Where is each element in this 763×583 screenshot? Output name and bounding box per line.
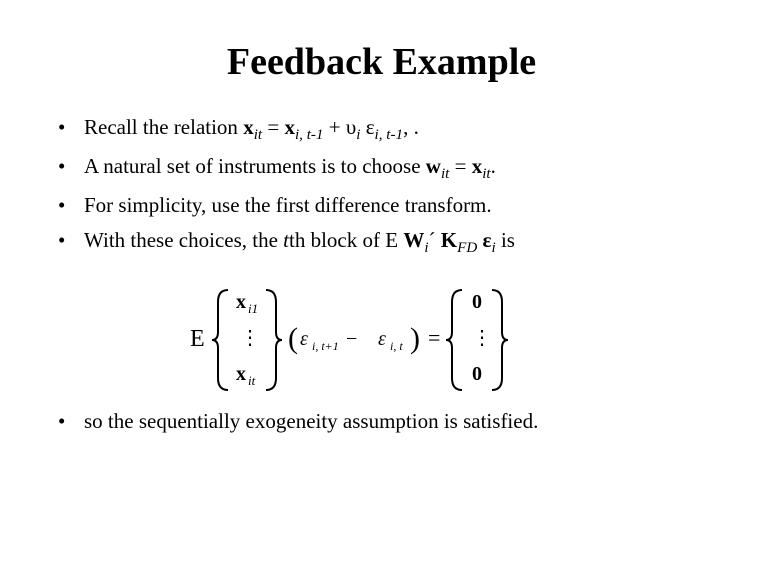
- plus: +: [323, 115, 345, 139]
- sub: FD: [457, 240, 477, 256]
- eq-sub: i, t+1: [312, 339, 339, 353]
- bullet-dot: •: [58, 190, 84, 220]
- sub: it: [254, 127, 262, 143]
- prime: ´: [429, 228, 441, 252]
- slide: Feedback Example • Recall the relation x…: [0, 0, 763, 583]
- eq: =: [262, 115, 284, 139]
- bullet-dot: •: [58, 225, 84, 260]
- sub: i, t-1: [375, 127, 404, 143]
- right-paren-icon: [492, 290, 508, 390]
- eq-zero: 0: [472, 291, 482, 313]
- eq-E: E: [190, 326, 205, 352]
- bullet-text: For simplicity, use the first difference…: [84, 190, 723, 220]
- text: Recall the relation: [84, 115, 243, 139]
- var-epsilon: ε: [483, 228, 492, 252]
- right-paren-icon: ): [410, 322, 420, 355]
- left-paren-icon: [212, 290, 228, 390]
- text: th block of E: [289, 228, 403, 252]
- right-paren-icon: [266, 290, 282, 390]
- bullet-dot: •: [58, 112, 84, 147]
- eq-x: x: [236, 291, 246, 313]
- text: A natural set of instruments is to choos…: [84, 154, 426, 178]
- var-upsilon: υ: [346, 115, 356, 139]
- bullet-dot: •: [58, 409, 84, 434]
- sub: i, t-1: [295, 127, 324, 143]
- var-W: W: [403, 228, 424, 252]
- eq-equals: =: [428, 325, 440, 350]
- text: is: [496, 228, 515, 252]
- bullet-text: so the sequentially exogeneity assumptio…: [84, 409, 538, 434]
- eq-x: x: [236, 363, 246, 385]
- var-x: x: [284, 115, 295, 139]
- bullet-4: • With these choices, the tth block of E…: [58, 225, 723, 260]
- eq-sub: it: [248, 373, 256, 388]
- left-paren-icon: [446, 290, 462, 390]
- eq-sub: i, t: [390, 339, 403, 353]
- var-K: K: [441, 228, 457, 252]
- eq-vdots: ⋮: [472, 327, 492, 349]
- eq-eps: ε: [300, 328, 308, 350]
- bullet-text: A natural set of instruments is to choos…: [84, 151, 723, 186]
- sub: it: [482, 166, 490, 182]
- text: With these choices, the: [84, 228, 283, 252]
- eq: =: [449, 154, 471, 178]
- bullet-2: • A natural set of instruments is to cho…: [58, 151, 723, 186]
- text: , .: [403, 115, 419, 139]
- eq-eps: ε: [378, 328, 386, 350]
- bullet-list: • Recall the relation xit = xi, t-1 + υi…: [58, 112, 723, 260]
- eq-vdots: ⋮: [240, 327, 260, 349]
- equation-image: E x i1 ⋮ x it ( ε i, t+1 − ε i, t ) = 0 …: [182, 282, 582, 397]
- left-paren-icon: (: [288, 322, 298, 355]
- eq-sub: i1: [248, 301, 258, 316]
- var-w: w: [426, 154, 441, 178]
- bullet-3: • For simplicity, use the first differen…: [58, 190, 723, 220]
- var-epsilon: ε: [366, 115, 375, 139]
- text: .: [491, 154, 496, 178]
- bullet-text: Recall the relation xit = xi, t-1 + υi ε…: [84, 112, 723, 147]
- bullet-5: • so the sequentially exogeneity assumpt…: [58, 409, 723, 434]
- eq-zero: 0: [472, 363, 482, 385]
- bullet-dot: •: [58, 151, 84, 186]
- eq-minus: −: [346, 328, 357, 350]
- var-x: x: [472, 154, 483, 178]
- slide-title: Feedback Example: [0, 0, 763, 94]
- bullet-text: With these choices, the tth block of E W…: [84, 225, 723, 260]
- var-x: x: [243, 115, 254, 139]
- bullet-1: • Recall the relation xit = xi, t-1 + υi…: [58, 112, 723, 147]
